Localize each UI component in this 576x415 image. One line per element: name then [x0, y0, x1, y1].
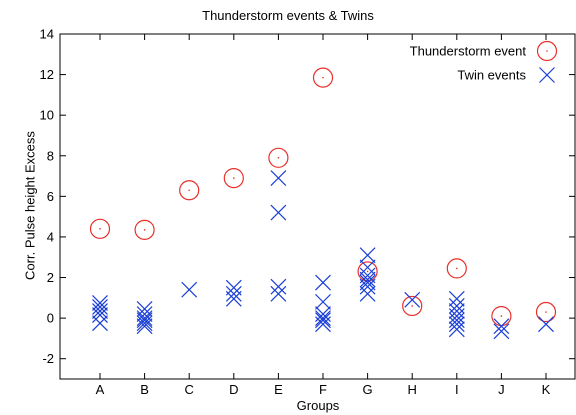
legend-label: Thunderstorm event: [410, 44, 527, 59]
x-tick-label: E: [274, 382, 283, 397]
thunderstorm-point-center: [456, 267, 458, 270]
thunderstorm-point: [535, 301, 557, 323]
thunderstorm-point-center: [188, 189, 190, 192]
thunderstorm-point-center: [366, 270, 369, 273]
twin-point: [270, 285, 287, 302]
thunderstorm-point-center: [322, 76, 324, 79]
x-axis-label: Groups: [296, 398, 340, 413]
twin-point: [92, 315, 108, 332]
y-tick-label: 2: [47, 270, 54, 285]
x-tick-label: D: [229, 382, 238, 397]
y-tick-label: 10: [40, 108, 54, 123]
x-tick-label: F: [319, 382, 327, 397]
twin-point: [315, 274, 331, 291]
twin-point: [225, 290, 242, 307]
twin-point: [448, 308, 465, 325]
thunderstorm-point: [268, 147, 289, 168]
chart-title: Thunderstorm events & Twins: [202, 8, 374, 23]
twin-point: [448, 290, 465, 307]
thunderstorm-point: [223, 167, 244, 189]
twin-point: [359, 267, 376, 284]
twin-point: [315, 293, 331, 310]
twin-point: [359, 259, 376, 276]
thunderstorm-point: [312, 67, 334, 88]
x-tick-label: G: [363, 382, 373, 397]
thunderstorm-point-center: [233, 177, 235, 179]
twin-point: [538, 316, 554, 333]
thunderstorm-point-center: [500, 315, 503, 317]
twin-point: [136, 306, 153, 322]
legend-x-marker: [539, 67, 555, 83]
x-tick-label: A: [96, 382, 105, 397]
x-tick-label: H: [408, 382, 417, 397]
y-tick-label: 8: [47, 148, 54, 163]
thunderstorm-point-center: [545, 311, 547, 313]
thunderstorm-point-center: [277, 156, 280, 159]
twin-point: [315, 310, 331, 327]
thunderstorm-point-center: [143, 229, 146, 231]
thunderstorm-point-center: [411, 305, 414, 307]
x-tick-label: J: [498, 382, 505, 397]
plot-frame: [59, 33, 576, 380]
legend-circle-marker-center: [546, 50, 548, 52]
legend-circle-marker: [536, 40, 558, 62]
thunderstorm-point: [446, 258, 467, 279]
y-tick-label: 14: [40, 27, 54, 42]
legend-label: Twin events: [457, 68, 526, 83]
y-tick-label: 0: [47, 311, 54, 326]
x-tick-label: C: [185, 382, 194, 397]
twin-point: [136, 315, 153, 332]
x-tick-label: B: [140, 382, 149, 397]
x-tick-label: I: [455, 382, 459, 397]
thunderstorm-point: [402, 295, 423, 317]
twin-point: [315, 316, 331, 333]
twin-point: [270, 204, 287, 221]
thunderstorm-point: [179, 180, 200, 201]
twin-point: [493, 323, 510, 340]
twin-point: [315, 312, 331, 329]
twin-point: [92, 299, 108, 315]
twin-point: [136, 310, 153, 327]
twin-point: [448, 303, 465, 319]
twin-point: [225, 279, 242, 296]
y-tick-label: 4: [47, 229, 54, 244]
twin-point: [404, 291, 421, 308]
thunderstorm-point: [134, 219, 155, 240]
twin-point: [270, 278, 287, 295]
twin-point: [136, 312, 153, 329]
twin-point: [448, 316, 465, 333]
twin-point: [359, 271, 376, 288]
twin-point: [359, 285, 376, 302]
x-tick-label: K: [542, 382, 551, 397]
twin-point: [136, 318, 153, 335]
y-tick-label: 6: [47, 189, 54, 204]
thunderstorm-point: [357, 261, 378, 282]
twin-point: [92, 307, 108, 323]
twin-point: [136, 301, 153, 317]
twin-point: [92, 294, 108, 311]
twin-point: [493, 318, 510, 335]
twin-point: [92, 303, 108, 319]
thunderstorm-point: [89, 218, 111, 239]
twin-point: [359, 274, 376, 291]
twin-point: [448, 321, 465, 338]
twin-point: [270, 170, 287, 187]
y-tick-label: -2: [42, 351, 54, 366]
twin-point: [448, 312, 465, 329]
twin-point: [359, 247, 376, 264]
thunderstorm-point-center: [99, 228, 101, 230]
twin-point: [359, 278, 376, 295]
y-tick-label: 12: [40, 67, 54, 82]
twin-point: [225, 285, 242, 302]
twin-point: [181, 281, 198, 298]
